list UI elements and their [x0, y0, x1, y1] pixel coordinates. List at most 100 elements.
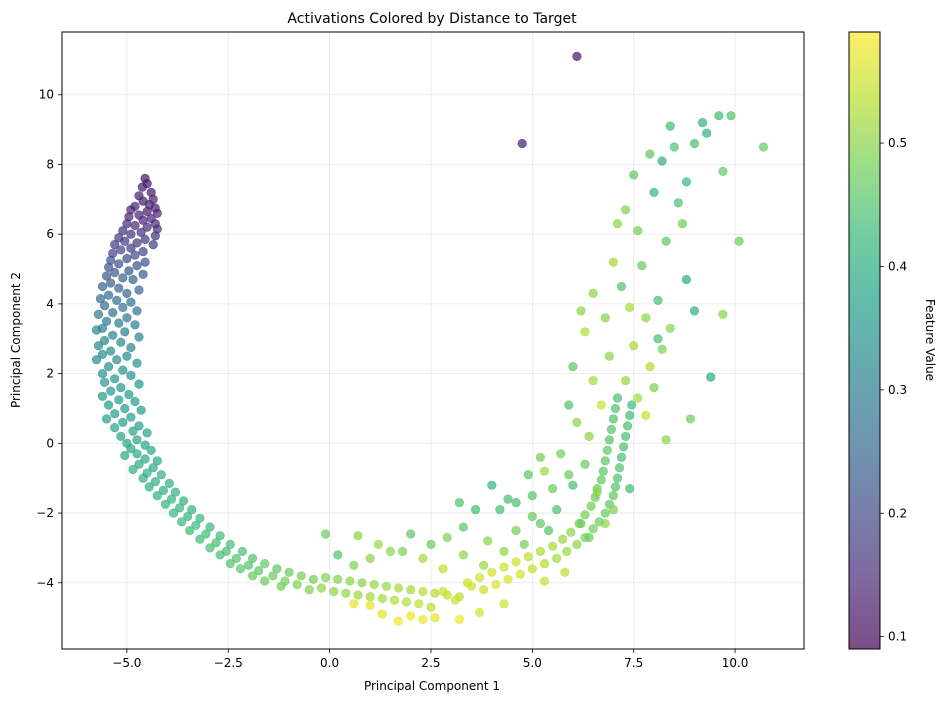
scatter-point [706, 372, 716, 382]
scatter-point [438, 586, 448, 597]
scatter-point [499, 546, 509, 557]
scatter-point [112, 355, 122, 365]
scatter-point [177, 517, 187, 527]
scatter-point [369, 579, 379, 590]
scatter-point [649, 187, 659, 197]
scatter-point [393, 583, 404, 593]
scatter-point [142, 222, 152, 232]
scatter-point [103, 262, 114, 272]
scatter-point [160, 499, 170, 509]
scatter-point [130, 250, 140, 260]
scatter-point [353, 590, 363, 600]
scatter-point [103, 400, 114, 410]
scatter-point [142, 206, 152, 217]
scatter-point [132, 358, 142, 368]
scatter-point [97, 391, 108, 401]
scatter-point [479, 585, 489, 595]
scatter-point [99, 335, 110, 346]
scatter-point [535, 518, 546, 529]
colorbar-ticks: 0.1 0.2 0.3 0.4 0.5 [880, 136, 907, 644]
scatter-point [588, 376, 598, 386]
scatter-point [122, 288, 132, 299]
scatter-point [126, 297, 136, 307]
scatter-point [527, 491, 537, 501]
scatter-point [341, 588, 351, 598]
scatter-point [462, 578, 473, 588]
scatter-point [393, 616, 404, 626]
scatter-point [556, 449, 566, 459]
scatter-point [517, 138, 527, 149]
scatter-point [689, 306, 700, 316]
scatter-point [714, 111, 724, 121]
scatter-point [112, 295, 122, 306]
scatter-point [116, 337, 126, 347]
scatter-point [669, 142, 679, 152]
y-tick-label: 6 [46, 227, 54, 241]
scatter-point [120, 450, 130, 461]
scatter-point [97, 369, 108, 379]
x-tick-label: −5.0 [112, 656, 141, 670]
scatter-point [260, 576, 270, 586]
scatter-point [120, 327, 130, 337]
scatter-point [128, 464, 138, 475]
scatter-point [179, 496, 189, 506]
scatter-point [195, 513, 205, 523]
scatter-point [134, 459, 144, 469]
scatter-point [237, 546, 247, 557]
scatter-point [406, 585, 416, 595]
scatter-point [523, 551, 533, 562]
scatter-point [511, 557, 521, 567]
scatter-point [142, 428, 152, 438]
scatter-point [616, 452, 627, 462]
scatter-point [124, 266, 134, 276]
scatter-point [106, 346, 116, 356]
scatter-point [406, 611, 416, 621]
scatter-point [260, 558, 270, 569]
scatter-point [547, 541, 558, 551]
scatter-point [114, 395, 124, 405]
y-axis: −4 −2 0 2 4 6 8 10 [36, 88, 62, 590]
scatter-point [503, 494, 513, 504]
scatter-points [91, 51, 769, 626]
plot-frame [61, 31, 805, 650]
scatter-point [243, 560, 254, 570]
scatter-point [118, 273, 128, 283]
scatter-point [523, 470, 533, 480]
scatter-point [140, 234, 150, 244]
scatter-point [600, 456, 610, 466]
scatter-point [122, 313, 132, 323]
scatter-point [148, 240, 158, 250]
scatter-point [592, 487, 602, 497]
scatter-point [653, 334, 663, 344]
scatter-point [183, 511, 193, 522]
scatter-point [365, 592, 375, 602]
scatter-point [487, 567, 497, 577]
scatter-point [276, 581, 286, 591]
scatter-point [552, 505, 562, 515]
scatter-point [122, 254, 132, 264]
scatter-point [130, 220, 140, 231]
chart-title: Activations Colored by Distance to Targe… [287, 11, 577, 27]
scatter-point [254, 565, 264, 576]
colorbar [848, 31, 881, 650]
scatter-point [118, 365, 128, 375]
scatter-point [175, 503, 185, 513]
scatter-point [101, 271, 112, 281]
scatter-point [503, 574, 513, 584]
scatter-point [128, 426, 138, 436]
scatter-point [114, 259, 124, 269]
scatter-point [116, 245, 126, 255]
scatter-point [140, 257, 150, 267]
colorbar-tick-label: 0.3 [888, 383, 907, 397]
colorbar-tick-label: 0.5 [888, 136, 907, 150]
scatter-point [152, 456, 162, 466]
x-tick-label: 0.0 [320, 656, 339, 670]
scatter-point [475, 607, 485, 618]
scatter-point [718, 309, 728, 320]
scatter-point [272, 564, 282, 574]
scatter-point [140, 454, 150, 464]
scatter-point [106, 278, 116, 288]
scatter-point [168, 508, 179, 518]
scatter-point [231, 553, 241, 564]
